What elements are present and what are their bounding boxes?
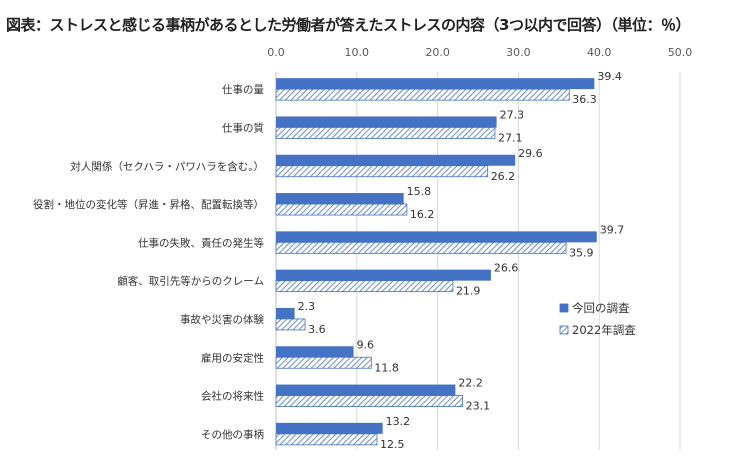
x-tick-label: 0.0 [267,46,285,59]
bar-current [276,116,497,128]
bar-2022 [275,318,306,331]
bar-current [276,78,595,90]
bar-2022 [275,280,454,293]
data-label: 27.3 [500,108,524,121]
bar-2022 [275,395,464,407]
data-label: 29.6 [518,147,543,160]
bar-2022 [275,203,408,216]
category-label: 事故や災害の体験 [180,313,264,326]
category-label: その他の事柄 [201,428,264,441]
bar-current [276,384,456,396]
data-label: 26.2 [491,170,516,183]
category-label: 顧客、取引先等からのクレーム [117,275,264,288]
bar-2022 [275,88,570,101]
x-tick-label: 40.0 [587,46,612,59]
data-label: 2.3 [298,300,316,313]
data-label: 13.2 [386,415,411,428]
data-label: 15.8 [407,185,432,198]
bar-current [276,154,516,166]
data-label: 12.5 [380,438,405,451]
legend-label: 今回の調査 [572,301,630,315]
bar-2022 [275,433,378,446]
bar-current [276,307,295,319]
data-label: 9.6 [357,338,375,351]
bar-2022 [275,165,489,178]
bar-current [276,231,597,243]
data-label: 11.8 [374,361,399,374]
bar-current [276,269,491,281]
legend-swatch [559,303,569,313]
category-label: 仕事の質 [222,121,264,134]
legend-swatch [559,325,569,335]
category-label: 役割・地位の変化等（昇進・昇格、配置転換等） [33,198,264,211]
data-label: 35.9 [569,246,594,259]
bar-current [276,193,404,205]
x-tick-label: 50.0 [668,46,693,59]
bar-current [276,346,354,358]
bar-2022 [275,356,372,369]
legend-label: 2022年調査 [572,323,636,337]
category-label: 仕事の失敗、責任の発生等 [138,236,264,249]
data-label: 27.1 [498,131,523,144]
data-label: 3.6 [308,323,326,336]
data-label: 22.2 [458,377,483,390]
x-tick-label: 20.0 [425,46,450,59]
data-label: 16.2 [410,208,435,221]
data-label: 39.4 [597,70,622,83]
x-tick-label: 10.0 [345,46,370,59]
data-label: 39.7 [600,223,625,236]
category-label: 対人関係（セクハラ・パワハラを含む。） [70,160,264,173]
data-label: 21.9 [456,285,481,298]
data-label: 23.1 [466,400,491,413]
category-label: 会社の将来性 [201,390,264,403]
bar-2022 [275,241,567,254]
x-tick-label: 30.0 [506,46,531,59]
chart-title: 図表：ストレスと感じる事柄があるとした労働者が答えたストレスの内容（3つ以内で回… [6,16,690,34]
category-label: 仕事の量 [222,83,264,96]
bar-2022 [275,127,496,139]
data-label: 36.3 [572,93,597,106]
data-label: 26.6 [494,262,518,275]
category-label: 雇用の安定性 [201,351,264,364]
bar-current [276,422,383,434]
